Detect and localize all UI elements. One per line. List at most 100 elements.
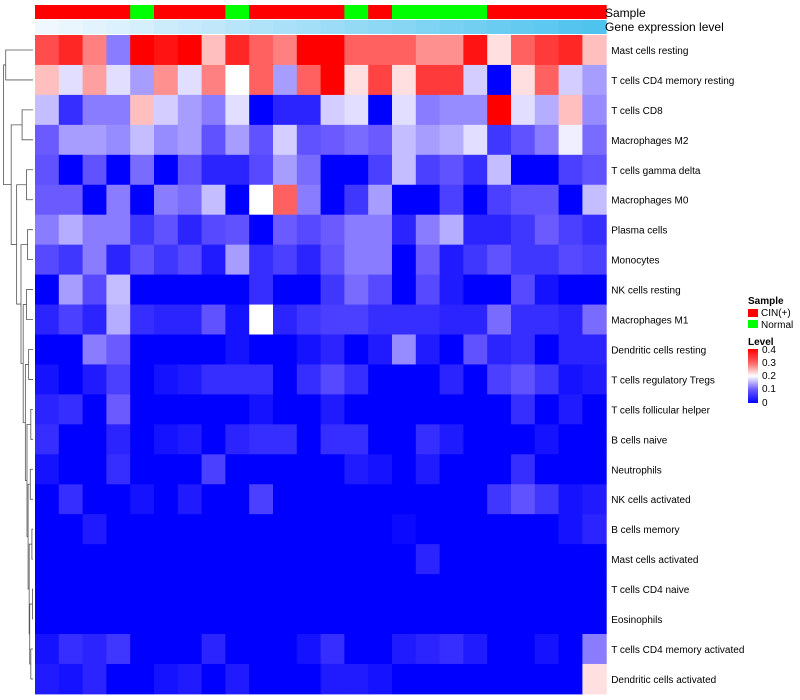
heatmap-cell [487,64,512,96]
heatmap-cell [82,364,107,395]
heatmap-cell [35,544,60,575]
heatmap-cell [177,214,203,246]
heatmap-cell [225,64,250,96]
heatmap-cell [415,424,441,455]
heatmap-cell [415,35,441,66]
heatmap-cell [35,334,60,365]
heatmap-cell [106,94,131,126]
heatmap-cell [534,634,560,665]
heatmap-cell [106,663,131,695]
heatmap-cell [534,484,560,515]
heatmap-cell [249,544,274,575]
heatmap-cell [273,94,298,126]
heatmap-cell [582,574,607,605]
heatmap-cell [249,364,274,395]
heatmap-cell [415,184,441,216]
legend-sample-title: Sample [748,296,784,307]
row-label: T cells CD4 naive [611,585,690,596]
heatmap-cell [273,544,298,575]
heatmap-cell [273,64,298,96]
heatmap-cell [534,274,560,306]
heatmap-cell [463,663,488,695]
heatmap-cell [439,663,464,695]
heatmap-cell [487,154,512,186]
heatmap-cell [320,94,345,126]
gene-expression-annotation-cell [130,20,155,34]
heatmap-cell [82,484,107,515]
heatmap-cell [558,334,583,365]
heatmap-cell [82,544,107,575]
heatmap-cell [225,244,250,276]
heatmap-cell [273,274,298,306]
heatmap-cell [511,244,536,276]
heatmap-cell [511,274,536,306]
heatmap-cell [415,514,441,545]
heatmap-cell [392,184,417,216]
heatmap-cell [511,604,536,635]
sample-annotation-cell [582,5,607,19]
heatmap-cell [130,514,155,545]
heatmap-cell [201,304,226,335]
heatmap-cell [130,364,155,395]
gene-expression-annotation-cell [106,20,131,34]
heatmap-cell [249,64,274,96]
heatmap-cell [320,454,345,485]
heatmap-cell [558,214,583,246]
heatmap-cell [82,304,107,335]
heatmap-cell [439,334,464,365]
heatmap-cell [487,214,512,246]
heatmap-cell [439,274,464,306]
heatmap-cell [296,663,322,695]
heatmap-cell [106,394,131,425]
heatmap-cell [368,184,393,216]
heatmap-cell [558,514,583,545]
heatmap-cell [463,334,488,365]
heatmap-cell [439,244,464,276]
heatmap-cell [511,304,536,335]
heatmap-cell [201,184,226,216]
heatmap-cell [58,304,84,335]
heatmap-cell [344,663,369,695]
heatmap-cell [177,514,203,545]
heatmap-cell [177,154,203,186]
heatmap-cell [392,274,417,306]
heatmap-cell [35,94,60,126]
heatmap-cell [225,124,250,156]
heatmap-cell [463,634,488,665]
heatmap-cell [177,484,203,515]
gene-expression-annotation-cell [344,20,369,34]
heatmap-cell [273,244,298,276]
heatmap-cell [582,124,607,156]
heatmap-cell [511,124,536,156]
row-label: Macrophages M1 [611,316,689,327]
heatmap-cell [82,514,107,545]
heatmap-cell [320,64,345,96]
heatmap-cell [225,394,250,425]
legend-cin-label: CIN(+) [761,308,791,319]
heatmap-cell [273,124,298,156]
heatmap-cell [415,634,441,665]
heatmap-cell [487,424,512,455]
heatmap-cell [439,484,464,515]
sample-annotation-cell [392,5,417,19]
heatmap-cell [463,184,488,216]
heatmap-cell [82,274,107,306]
heatmap-cell [82,124,107,156]
heatmap-cell [225,35,250,66]
heatmap-cell [463,214,488,246]
heatmap-cell [558,484,583,515]
heatmap-cell [534,663,560,695]
sample-annotation-cell [439,5,464,19]
heatmap-cell [487,274,512,306]
sample-annotation-cell [368,5,393,19]
heatmap-cell [82,244,107,276]
heatmap-cell [296,244,322,276]
heatmap-cell [130,214,155,246]
heatmap-cell [201,484,226,515]
dendrogram-link [30,648,33,680]
row-label: T cells gamma delta [611,166,701,177]
heatmap-cell [82,154,107,186]
heatmap-cell [511,394,536,425]
heatmap-cell [511,184,536,216]
heatmap-cell [320,663,345,695]
